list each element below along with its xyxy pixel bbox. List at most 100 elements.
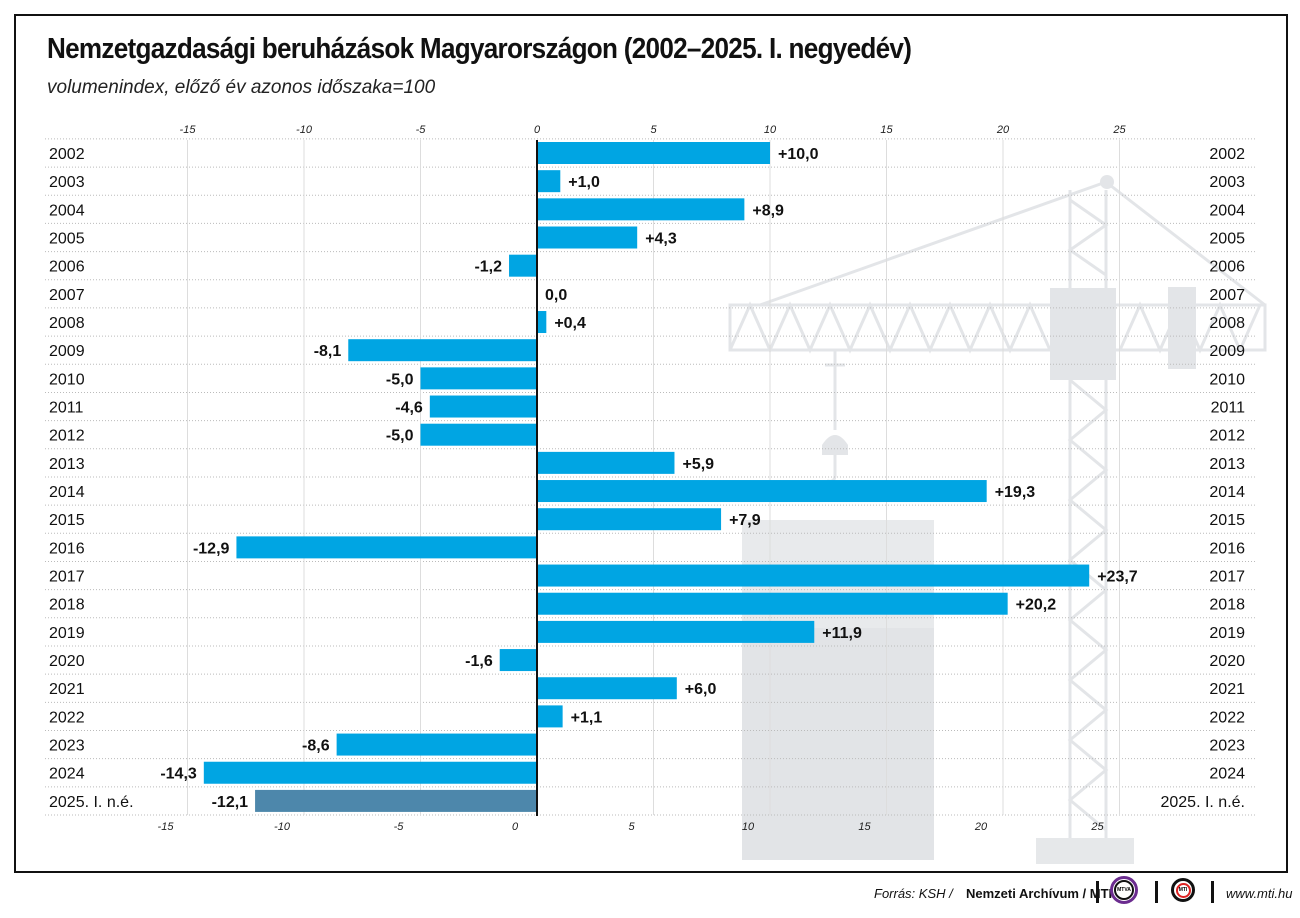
bar-row: 2003 2003 +1,0 <box>49 170 1245 193</box>
bar-row: 2025. I. n.é. 2025. I. n.é. -12,1 <box>49 789 1245 812</box>
category-label-right: 2018 <box>1209 597 1245 614</box>
gridlines <box>45 138 1255 816</box>
category-label-left: 2006 <box>49 259 85 276</box>
bar <box>203 761 537 784</box>
category-label-left: 2020 <box>49 653 85 670</box>
bar <box>537 620 815 643</box>
bar-row: 2012 2012 -5,0 <box>49 423 1245 446</box>
data-label: -12,1 <box>212 794 249 811</box>
divider <box>1155 881 1158 903</box>
category-label-right: 2008 <box>1209 315 1245 332</box>
data-label: +7,9 <box>729 512 761 529</box>
category-label-left: 2004 <box>49 202 85 219</box>
bar <box>537 480 987 503</box>
category-label-left: 2005 <box>49 231 85 248</box>
category-label-right: 2025. I. n.é. <box>1160 794 1245 811</box>
chart-title: Nemzetgazdasági beruházások Magyarország… <box>47 33 912 65</box>
category-label-right: 2009 <box>1209 343 1245 360</box>
category-label-right: 2023 <box>1209 738 1245 755</box>
category-label-left: 2014 <box>49 484 85 501</box>
website-url: www.mti.hu <box>1226 886 1293 901</box>
source-prefix: Forrás: KSH / <box>874 886 953 901</box>
top-tick-label: 25 <box>1112 124 1126 136</box>
category-label-left: 2016 <box>49 540 85 557</box>
bar <box>537 508 722 531</box>
top-tick-label: 10 <box>764 124 777 136</box>
source-credit: Nemzeti Archívum / MTI <box>966 886 1113 901</box>
category-label-right: 2015 <box>1209 512 1245 529</box>
bar <box>236 536 537 559</box>
mtva-logo-text: MTVA <box>1114 880 1134 900</box>
category-label-left: 2023 <box>49 738 85 755</box>
bar-row: 2011 2011 -4,6 <box>49 395 1246 418</box>
category-label-left: 2015 <box>49 512 85 529</box>
bar-row: 2006 2006 -1,2 <box>49 254 1245 277</box>
data-label: 0,0 <box>545 287 567 304</box>
data-label: +1,1 <box>571 709 603 726</box>
footer: Forrás: KSH / Nemzeti Archívum / MTI MTV… <box>0 872 1300 918</box>
bar <box>348 339 537 362</box>
bar <box>429 395 537 418</box>
data-label: -14,3 <box>160 766 197 783</box>
data-label: -1,2 <box>474 259 502 276</box>
category-label-right: 2012 <box>1209 428 1245 445</box>
bottom-axis-ticks: -15 -10 -5 0 5 10 15 20 25 <box>158 821 1105 833</box>
bar <box>420 367 537 390</box>
category-label-left: 2022 <box>49 709 85 726</box>
bar <box>537 451 675 474</box>
bar <box>537 226 638 249</box>
data-label: -8,6 <box>302 738 330 755</box>
data-label: +8,9 <box>752 202 784 219</box>
bar-row: 2018 2018 +20,2 <box>49 592 1245 615</box>
data-label: +0,4 <box>554 315 586 332</box>
category-label-right: 2007 <box>1209 287 1245 304</box>
category-label-left: 2010 <box>49 371 85 388</box>
category-label-left: 2017 <box>49 569 85 586</box>
category-label-right: 2022 <box>1209 709 1245 726</box>
mti-logo: MTI <box>1171 878 1195 902</box>
category-label-left: 2019 <box>49 625 85 642</box>
chart-subtitle: volumenindex, előző év azonos időszaka=1… <box>47 77 436 98</box>
bar <box>537 198 745 221</box>
bottom-tick-label: 20 <box>974 821 988 833</box>
bar-row: 2004 2004 +8,9 <box>49 198 1245 221</box>
bottom-tick-label: 0 <box>512 821 519 833</box>
category-label-right: 2014 <box>1209 484 1245 501</box>
bottom-tick-label: -5 <box>394 821 405 833</box>
category-label-left: 2024 <box>49 766 85 783</box>
bar-row: 2016 2016 -12,9 <box>49 536 1245 559</box>
bottom-tick-label: 15 <box>858 821 871 833</box>
category-label-right: 2016 <box>1209 540 1245 557</box>
bar-row: 2020 2020 -1,6 <box>49 649 1245 672</box>
category-label-left: 2013 <box>49 456 85 473</box>
category-label-left: 2009 <box>49 343 85 360</box>
data-label: -4,6 <box>395 400 423 417</box>
bar-row: 2014 2014 +19,3 <box>49 480 1245 503</box>
bar-row: 2022 2022 +1,1 <box>49 705 1245 728</box>
bottom-tick-label: 25 <box>1090 821 1104 833</box>
top-tick-label: -10 <box>296 124 313 136</box>
bar <box>537 592 1008 615</box>
category-label-right: 2004 <box>1209 202 1245 219</box>
bar <box>537 142 770 164</box>
bar <box>537 705 563 728</box>
bar <box>499 649 537 672</box>
top-tick-label: -5 <box>416 124 427 136</box>
category-label-left: 2012 <box>49 428 85 445</box>
data-label: +4,3 <box>645 231 677 248</box>
category-label-right: 2017 <box>1209 569 1245 586</box>
bar-row: 2010 2010 -5,0 <box>49 367 1245 390</box>
data-label: +20,2 <box>1016 597 1057 614</box>
bar-row: 2023 2023 -8,6 <box>49 733 1245 756</box>
data-label: -5,0 <box>386 371 414 388</box>
bar-row: 2013 2013 +5,9 <box>49 451 1245 474</box>
top-tick-label: -15 <box>180 124 197 136</box>
category-label-right: 2011 <box>1211 400 1246 417</box>
crane-background-illustration <box>728 175 1267 864</box>
bar <box>509 254 537 277</box>
category-label-left: 2007 <box>49 287 85 304</box>
data-label: +1,0 <box>568 174 600 191</box>
bar-row: 2005 2005 +4,3 <box>49 226 1245 249</box>
category-label-left: 2021 <box>49 681 85 698</box>
